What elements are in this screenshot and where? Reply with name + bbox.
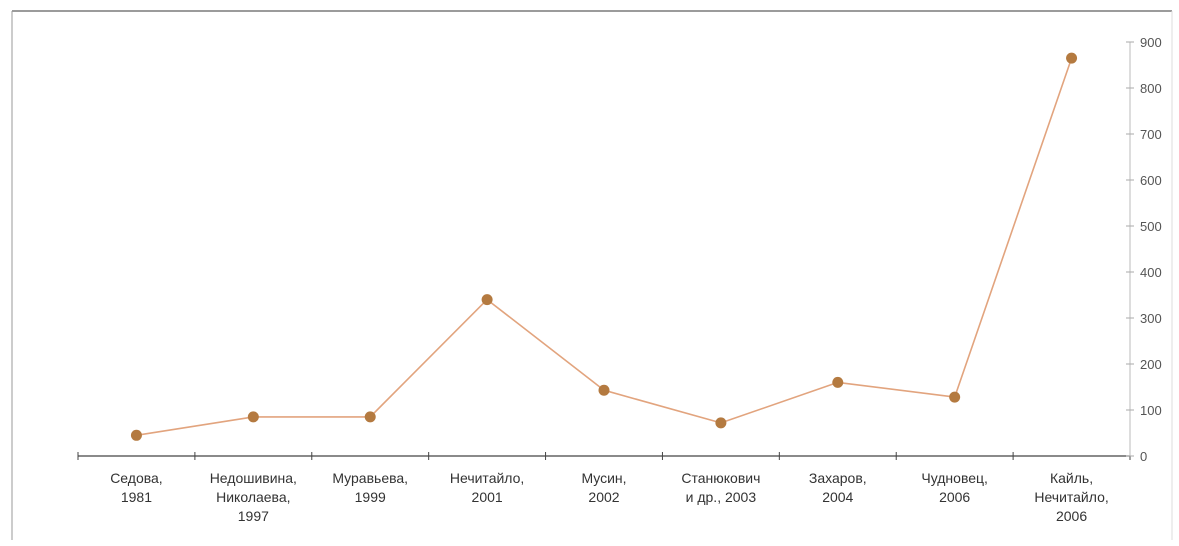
y-tick-label: 600 (1140, 173, 1162, 188)
data-point (832, 376, 844, 388)
y-tick-label: 0 (1140, 449, 1147, 464)
x-category-label: Чудновец, 2006 (921, 470, 988, 505)
y-tick-label: 800 (1140, 81, 1162, 96)
data-point (715, 417, 727, 429)
x-category-label: Мусин, 2002 (581, 470, 626, 505)
data-point (481, 294, 493, 306)
series-line (136, 57, 1073, 437)
y-tick-label: 200 (1140, 357, 1162, 372)
data-point (364, 411, 376, 423)
labels: 0 100 200 300 400 500 600 700 800 900 Седова, 1981 Н… (110, 35, 1162, 524)
axes (77, 41, 1134, 460)
x-category-label: Нечитайло, 2001 (450, 470, 524, 505)
y-tick-label: 900 (1140, 35, 1162, 50)
data-point (598, 384, 610, 396)
y-tick-label: 500 (1140, 219, 1162, 234)
x-category-label: Кайль, Нечитайло, 2006 (1034, 470, 1108, 524)
data-point (1066, 52, 1078, 64)
x-category-label: Захаров, 2004 (809, 470, 867, 505)
y-tick-label: 100 (1140, 403, 1162, 418)
y-tick-label: 300 (1140, 311, 1162, 326)
data-point (247, 411, 259, 423)
x-category-label: Муравьева, 1999 (332, 470, 408, 505)
x-category-label: Станюкович и др., 2003 (681, 470, 760, 505)
y-tick-label: 400 (1140, 265, 1162, 280)
x-category-label: Недошивина, Николаева, 1997 (210, 470, 297, 524)
data-point (949, 391, 961, 403)
y-tick-label: 700 (1140, 127, 1162, 142)
x-category-label: Седова, 1981 (110, 470, 163, 505)
series (130, 52, 1078, 441)
data-point (130, 429, 142, 441)
